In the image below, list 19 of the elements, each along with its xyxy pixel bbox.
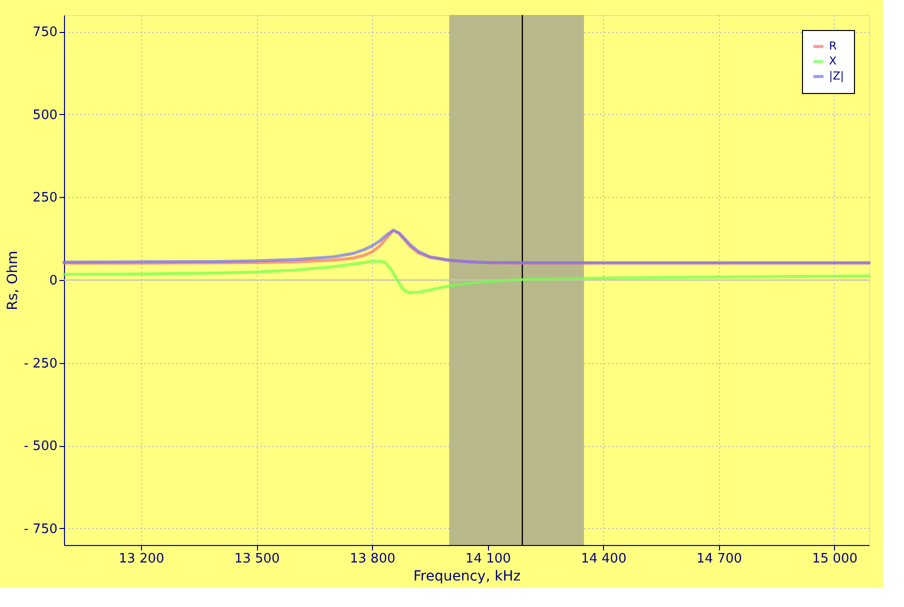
y-tick-label: - 500 xyxy=(24,439,58,454)
y-axis-title: Rs, Ohm xyxy=(4,250,21,310)
legend-label: |Z| xyxy=(829,70,844,82)
y-tick-label: - 250 xyxy=(24,356,58,372)
x-tick-label: 13 500 xyxy=(234,552,280,566)
x-tick-label: 14 700 xyxy=(696,552,742,566)
x-tick-label: 15 000 xyxy=(812,552,858,566)
legend-label: X xyxy=(829,54,837,68)
y-tick-label: 500 xyxy=(32,108,58,123)
x-tick-label: 13 200 xyxy=(118,552,164,566)
x-tick-label: 14 400 xyxy=(580,552,626,566)
x-tick-label: 13 800 xyxy=(350,552,396,566)
y-tick-label: 0 xyxy=(49,274,58,288)
x-tick-label: 14 100 xyxy=(465,552,511,566)
y-tick-label: - 750 xyxy=(24,522,58,537)
legend-label: R xyxy=(829,40,837,52)
y-tick-label: 250 xyxy=(32,190,58,206)
y-tick-label: 750 xyxy=(32,25,58,40)
x-axis-title: Frequency, kHz xyxy=(413,568,521,584)
